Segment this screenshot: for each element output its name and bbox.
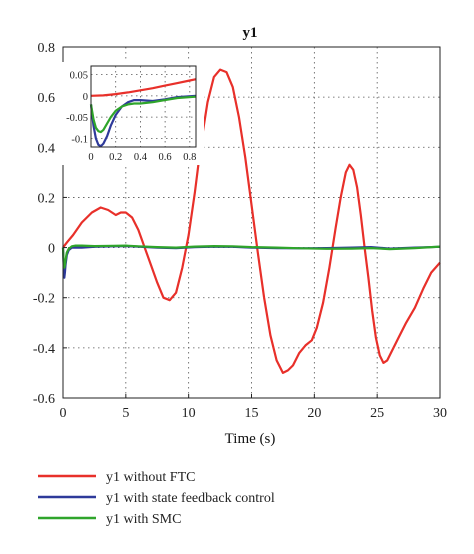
inset-frame [90, 65, 197, 148]
inset-y-tick-label: -0.05 [66, 113, 88, 124]
x-tick-label: 10 [182, 406, 196, 421]
y-tick-label: -0.2 [33, 292, 55, 307]
inset-grid [91, 66, 196, 147]
y-tick-label: 0.8 [38, 41, 56, 56]
legend-label-y1-with-state-feedback-control: y1 with state feedback control [106, 491, 275, 506]
x-tick-label: 20 [307, 406, 321, 421]
inset-series-line-y1-without-ftc [90, 78, 197, 97]
x-tick-label: 5 [122, 406, 129, 421]
legend: y1 without FTC y1 with state feedback con… [38, 470, 275, 527]
inset-x-tick-label: 0.4 [134, 152, 148, 163]
inset-y-tick-label: 0 [83, 92, 88, 103]
main-grid [63, 47, 440, 398]
y-tick-label: -0.6 [33, 392, 55, 407]
legend-label-y1-without-ftc: y1 without FTC [106, 470, 195, 485]
inset-x-tick-label: 0.8 [183, 152, 196, 163]
main-series [61, 68, 441, 374]
series-line-y1-without-ftc [62, 68, 441, 374]
inset-y-tick-label: 0.05 [70, 71, 88, 82]
inset-y-tick-label: -0.1 [71, 134, 88, 145]
series-line-y1-with-smc [61, 244, 441, 269]
legend-label-y1-with-smc: y1 with SMC [106, 512, 181, 527]
y-tick-label: 0.2 [38, 191, 56, 206]
inset-series-line-y1-with-smc [89, 95, 197, 134]
x-tick-label: 15 [245, 406, 259, 421]
inset-x-tick-label: 0.2 [109, 152, 122, 163]
x-tick-label: 25 [370, 406, 384, 421]
y-tick-label: 0.4 [38, 141, 56, 156]
inset-x-tick-label: 0.6 [159, 152, 172, 163]
x-axis-label: Time (s) [225, 431, 276, 447]
inset-x-tick-label: 0 [88, 152, 93, 163]
y-tick-label: 0.6 [38, 91, 56, 106]
x-tick-label: 0 [60, 406, 67, 421]
y-tick-label: 0 [48, 242, 55, 257]
x-tick-label: 30 [433, 406, 447, 421]
inset-background [59, 62, 204, 165]
y-tick-label: -0.4 [33, 342, 55, 357]
main-tick-labels: 0 5 10 15 20 25 30 -0.6 -0.4 -0.2 0 0.2 0.4 0.6 0.8 [33, 41, 447, 421]
inset-series [89, 78, 197, 148]
chart-title: y1 [243, 25, 258, 41]
inset-tick-labels: 0 0.2 0.4 0.6 0.8 -0.1 -0.05 0 0.05 [66, 71, 196, 163]
inset-plot: 0 0.2 0.4 0.6 0.8 -0.1 -0.05 0 0.05 [59, 62, 204, 165]
